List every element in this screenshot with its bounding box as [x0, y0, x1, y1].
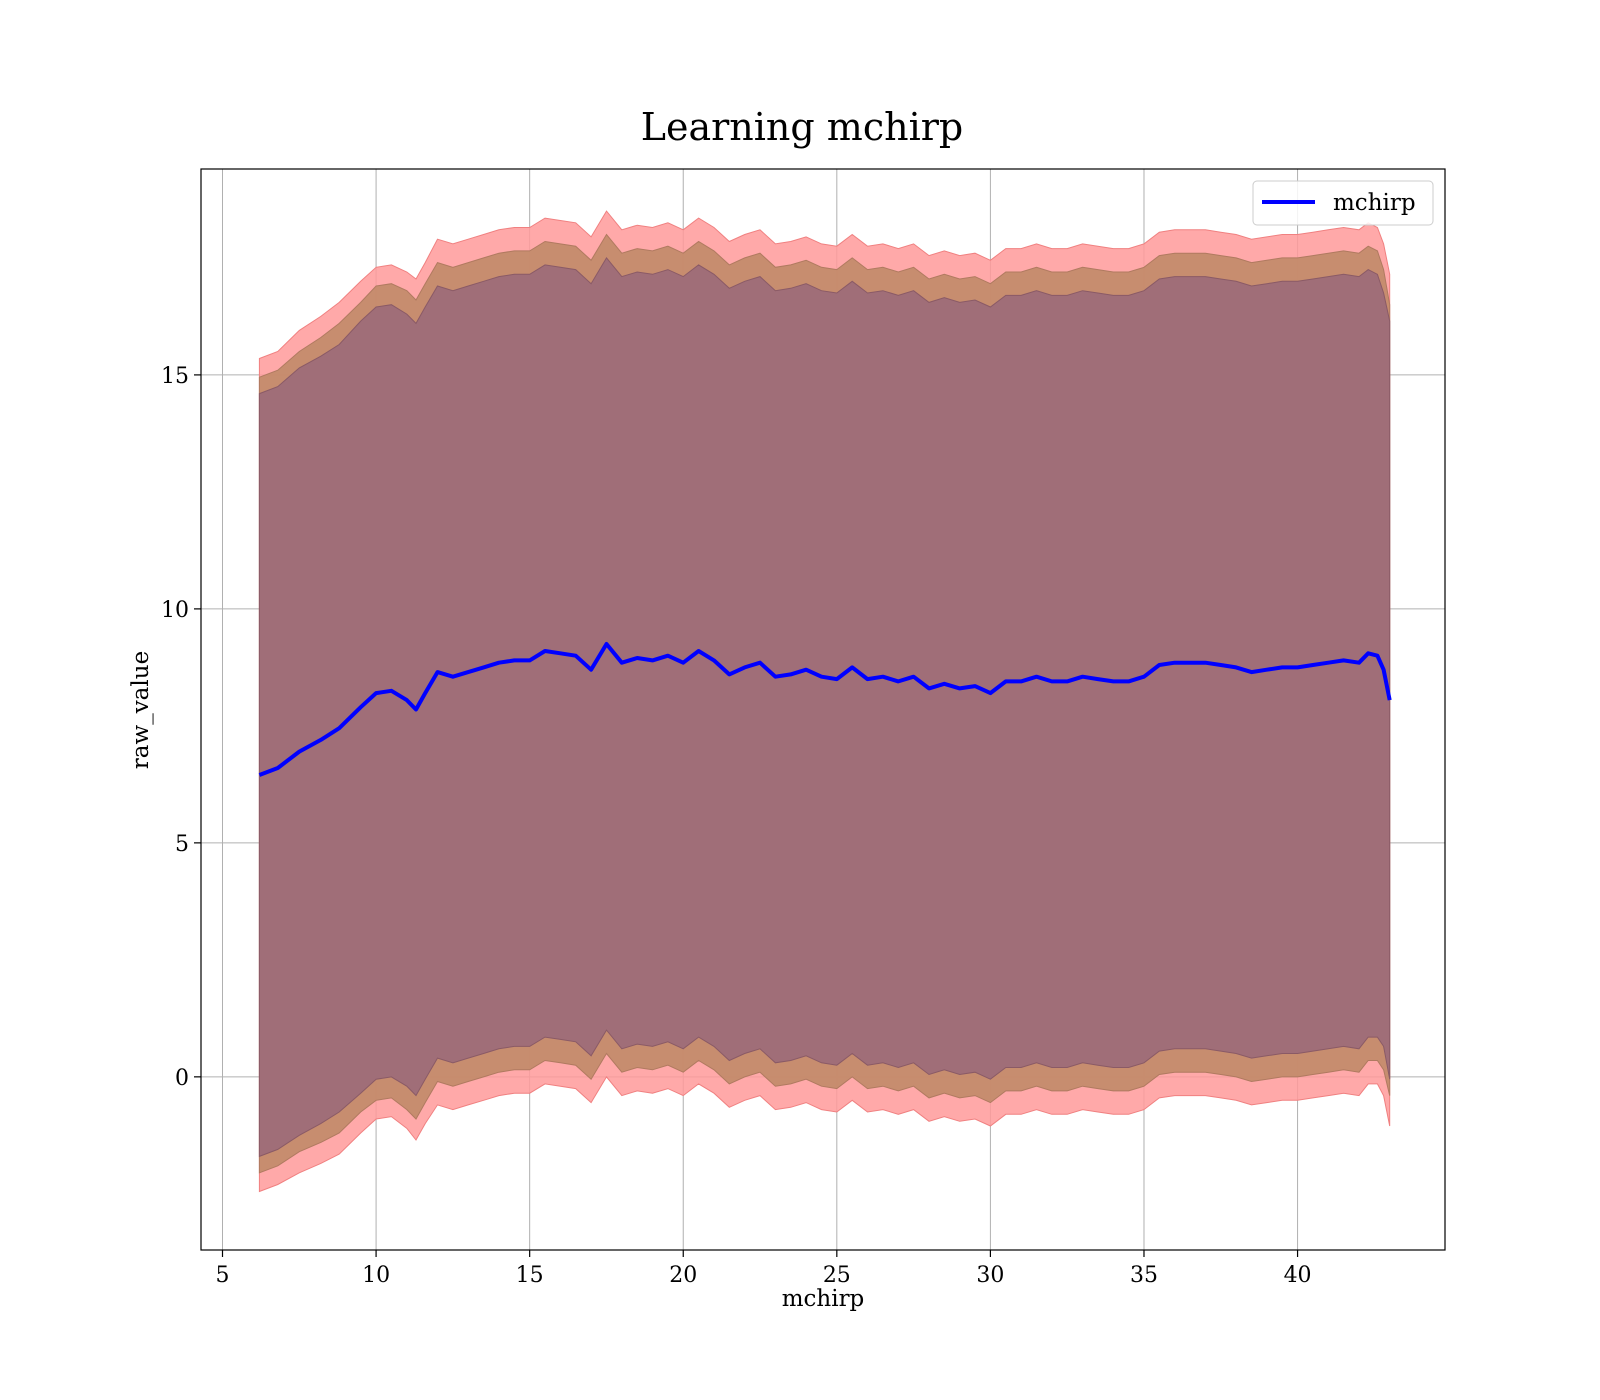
series-line-mchirp [258, 642, 1392, 777]
x-axis-title: mchirp [782, 1286, 865, 1312]
legend-box [1252, 180, 1434, 226]
legend-label: mchirp [1333, 190, 1416, 216]
plot-frame [200, 168, 1446, 1251]
x-tick-label: 35 [1130, 1263, 1158, 1288]
y-axis-title: raw_value [128, 651, 154, 769]
x-tick-label: 20 [669, 1263, 697, 1288]
y-tick-label: 10 [161, 598, 189, 623]
series-lines [258, 642, 1392, 777]
chart-title: Learning mchirp [641, 105, 963, 149]
x-tick-label: 15 [516, 1263, 544, 1288]
x-tick-label: 40 [1284, 1263, 1312, 1288]
band-inner [258, 257, 1391, 1158]
x-tick-label: 30 [976, 1263, 1004, 1288]
ticks: 5 10 15 20 25 30 35 40 0 5 10 15 [161, 364, 1312, 1288]
legend: mchirp [1252, 180, 1434, 226]
y-tick-label: 15 [161, 364, 189, 389]
y-tick-label: 5 [175, 832, 189, 857]
x-tick-label: 5 [216, 1263, 230, 1288]
confidence-bands [258, 210, 1391, 1193]
x-tick-label: 10 [362, 1263, 390, 1288]
x-tick-label: 25 [823, 1263, 851, 1288]
y-tick-label: 0 [175, 1066, 189, 1091]
